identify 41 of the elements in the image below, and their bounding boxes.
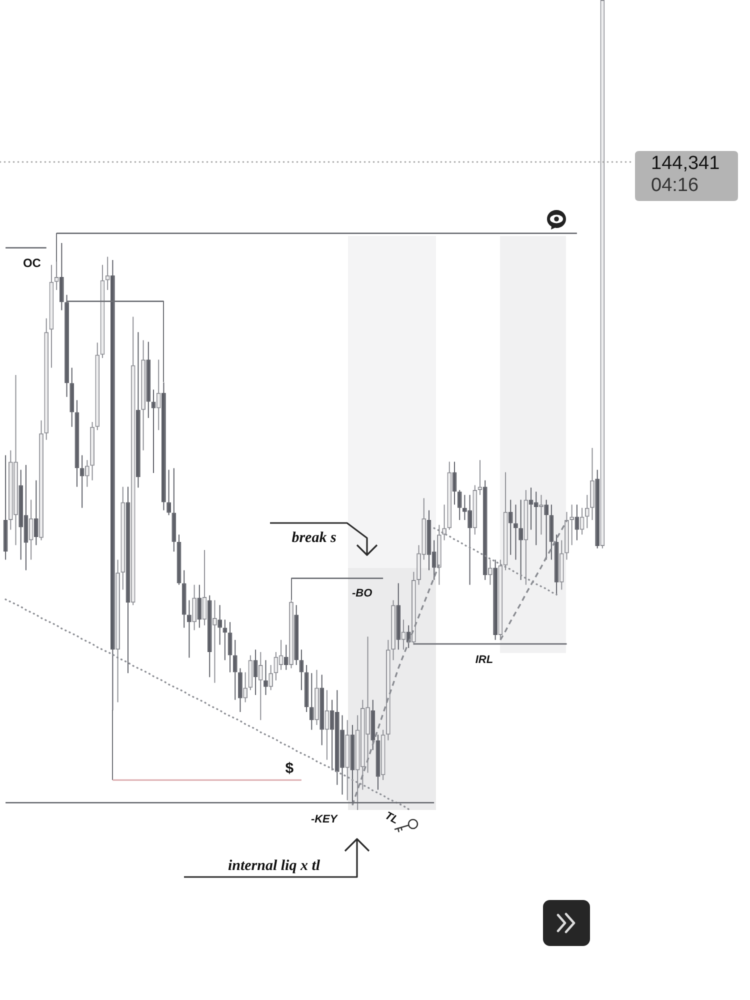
candlestick bbox=[518, 499, 524, 580]
candlestick bbox=[258, 652, 263, 721]
candlestick bbox=[539, 494, 544, 536]
candlestick bbox=[243, 672, 248, 703]
candlestick bbox=[212, 600, 217, 684]
candlestick bbox=[222, 619, 228, 661]
candlestick bbox=[105, 256, 110, 290]
candlestick bbox=[238, 668, 242, 712]
text: TL bbox=[382, 810, 401, 827]
candlestick bbox=[232, 639, 238, 700]
candlestick bbox=[508, 499, 513, 556]
text: 144,341 bbox=[651, 153, 720, 174]
candlestick bbox=[166, 469, 171, 516]
series-label: OC bbox=[22, 256, 42, 270]
candlestick bbox=[488, 559, 492, 586]
candlestick bbox=[309, 672, 314, 730]
candlestick bbox=[264, 660, 268, 696]
series-label: IRL bbox=[475, 654, 494, 666]
candlestick bbox=[574, 504, 580, 541]
candlestick bbox=[218, 604, 222, 646]
annotation: break s bbox=[292, 530, 336, 546]
candlestick bbox=[544, 499, 549, 560]
candlestick bbox=[457, 490, 462, 521]
text: internal liq x tl bbox=[228, 858, 321, 874]
candlestick bbox=[284, 644, 288, 670]
candlestick bbox=[268, 664, 274, 691]
candlestick bbox=[192, 584, 197, 631]
candlestick bbox=[197, 584, 202, 628]
candlestick bbox=[156, 359, 161, 431]
candlestick bbox=[34, 480, 38, 546]
series-label: -BO bbox=[352, 587, 373, 600]
candlestick bbox=[187, 600, 192, 658]
candlestick bbox=[84, 460, 90, 488]
candlestick bbox=[80, 454, 84, 508]
series-label: -KEY bbox=[310, 814, 339, 826]
series-label: $ bbox=[285, 760, 294, 778]
candlestick bbox=[59, 242, 64, 311]
candlestick bbox=[28, 499, 34, 560]
candlestick bbox=[514, 504, 518, 560]
text: 04:16 bbox=[651, 175, 699, 196]
candlestick bbox=[584, 494, 590, 529]
